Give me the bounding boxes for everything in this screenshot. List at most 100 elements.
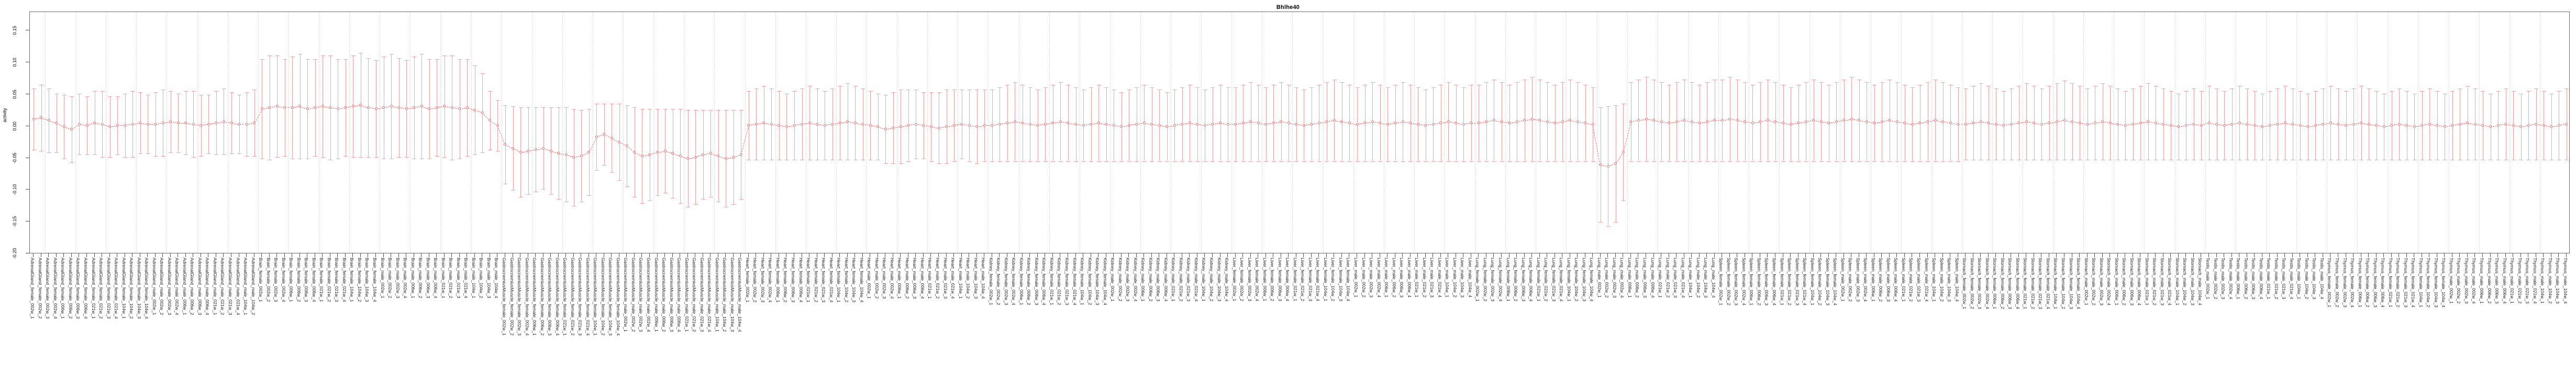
data-point[interactable] [2337, 123, 2340, 126]
data-point[interactable] [1280, 120, 1283, 123]
data-point[interactable] [2375, 124, 2378, 127]
data-point[interactable] [2436, 124, 2439, 127]
data-point[interactable] [2033, 121, 2036, 124]
data-point[interactable] [937, 126, 940, 129]
data-point[interactable] [413, 106, 416, 109]
data-point[interactable] [2405, 124, 2408, 127]
data-point[interactable] [2177, 125, 2180, 128]
data-point[interactable] [892, 126, 895, 129]
data-point[interactable] [762, 121, 765, 124]
data-point[interactable] [2002, 124, 2005, 127]
data-point[interactable] [991, 124, 994, 127]
data-point[interactable] [876, 125, 880, 128]
data-point[interactable] [1485, 120, 1488, 123]
data-point[interactable] [785, 125, 788, 128]
data-point[interactable] [1219, 121, 1222, 124]
data-point[interactable] [1112, 124, 1115, 127]
data-point[interactable] [1720, 119, 1724, 122]
data-point[interactable] [397, 106, 401, 109]
data-point[interactable] [2154, 121, 2157, 124]
data-point[interactable] [1538, 119, 1541, 122]
data-point[interactable] [2519, 125, 2523, 128]
data-point[interactable] [161, 121, 164, 124]
data-point[interactable] [998, 123, 1001, 126]
data-point[interactable] [2458, 123, 2461, 126]
data-point[interactable] [2489, 125, 2492, 128]
data-point[interactable] [648, 153, 651, 156]
data-point[interactable] [732, 156, 735, 159]
data-point[interactable] [869, 124, 872, 127]
data-point[interactable] [443, 105, 446, 108]
data-point[interactable] [1021, 121, 1024, 124]
data-point[interactable] [1142, 121, 1146, 124]
data-point[interactable] [2200, 124, 2203, 127]
data-point[interactable] [1698, 121, 1701, 124]
data-point[interactable] [1652, 119, 1655, 122]
data-point[interactable] [93, 121, 96, 124]
data-point[interactable] [1880, 120, 1883, 123]
data-point[interactable] [108, 125, 111, 128]
data-point[interactable] [1530, 117, 1534, 120]
data-point[interactable] [1257, 121, 1260, 124]
data-point[interactable] [2215, 123, 2218, 126]
data-point[interactable] [2223, 124, 2226, 127]
data-point[interactable] [831, 123, 834, 126]
data-point[interactable] [1546, 120, 1549, 123]
data-point[interactable] [215, 121, 218, 124]
data-point[interactable] [2291, 123, 2294, 126]
data-point[interactable] [1379, 121, 1381, 124]
data-point[interactable] [116, 124, 119, 127]
data-point[interactable] [1325, 120, 1328, 123]
data-point[interactable] [512, 147, 514, 150]
data-point[interactable] [1987, 121, 1990, 124]
data-point[interactable] [1302, 124, 1305, 127]
data-point[interactable] [922, 124, 925, 127]
data-point[interactable] [2443, 125, 2446, 128]
data-point[interactable] [2428, 123, 2431, 126]
data-point[interactable] [2390, 124, 2393, 127]
data-point[interactable] [2542, 124, 2545, 127]
data-point[interactable] [968, 124, 971, 127]
data-point[interactable] [1888, 119, 1891, 122]
data-point[interactable] [2360, 121, 2362, 124]
data-point[interactable] [2496, 124, 2500, 127]
data-point[interactable] [2367, 123, 2370, 126]
data-point[interactable] [899, 125, 902, 128]
data-point[interactable] [816, 123, 818, 126]
data-point[interactable] [1394, 121, 1397, 124]
data-point[interactable] [823, 124, 826, 127]
data-point[interactable] [2451, 124, 2454, 127]
data-point[interactable] [2322, 123, 2325, 126]
data-point[interactable] [2565, 123, 2568, 126]
data-point[interactable] [1911, 123, 1914, 126]
data-point[interactable] [625, 144, 628, 147]
data-point[interactable] [1135, 123, 1138, 126]
data-point[interactable] [717, 154, 720, 158]
data-point[interactable] [1090, 123, 1092, 126]
data-point[interactable] [1591, 123, 1594, 126]
data-point[interactable] [1043, 123, 1047, 126]
data-point[interactable] [1675, 120, 1678, 123]
data-point[interactable] [62, 125, 65, 128]
data-point[interactable] [2246, 123, 2249, 126]
data-point[interactable] [230, 121, 233, 124]
data-point[interactable] [580, 154, 583, 158]
data-point[interactable] [2086, 123, 2089, 126]
data-point[interactable] [1637, 119, 1640, 122]
data-point[interactable] [2017, 121, 2020, 124]
data-point[interactable] [1082, 124, 1085, 127]
data-point[interactable] [207, 123, 210, 126]
data-point[interactable] [291, 106, 294, 109]
data-point[interactable] [527, 149, 529, 152]
data-point[interactable] [268, 106, 271, 109]
data-point[interactable] [557, 152, 560, 155]
data-point[interactable] [1508, 121, 1511, 124]
data-point[interactable] [40, 116, 43, 119]
data-point[interactable] [640, 154, 643, 158]
data-point[interactable] [679, 154, 682, 158]
data-point[interactable] [801, 123, 803, 126]
data-point[interactable] [1264, 123, 1268, 126]
data-point[interactable] [1317, 121, 1320, 124]
data-point[interactable] [603, 132, 606, 136]
data-point[interactable] [595, 135, 598, 138]
